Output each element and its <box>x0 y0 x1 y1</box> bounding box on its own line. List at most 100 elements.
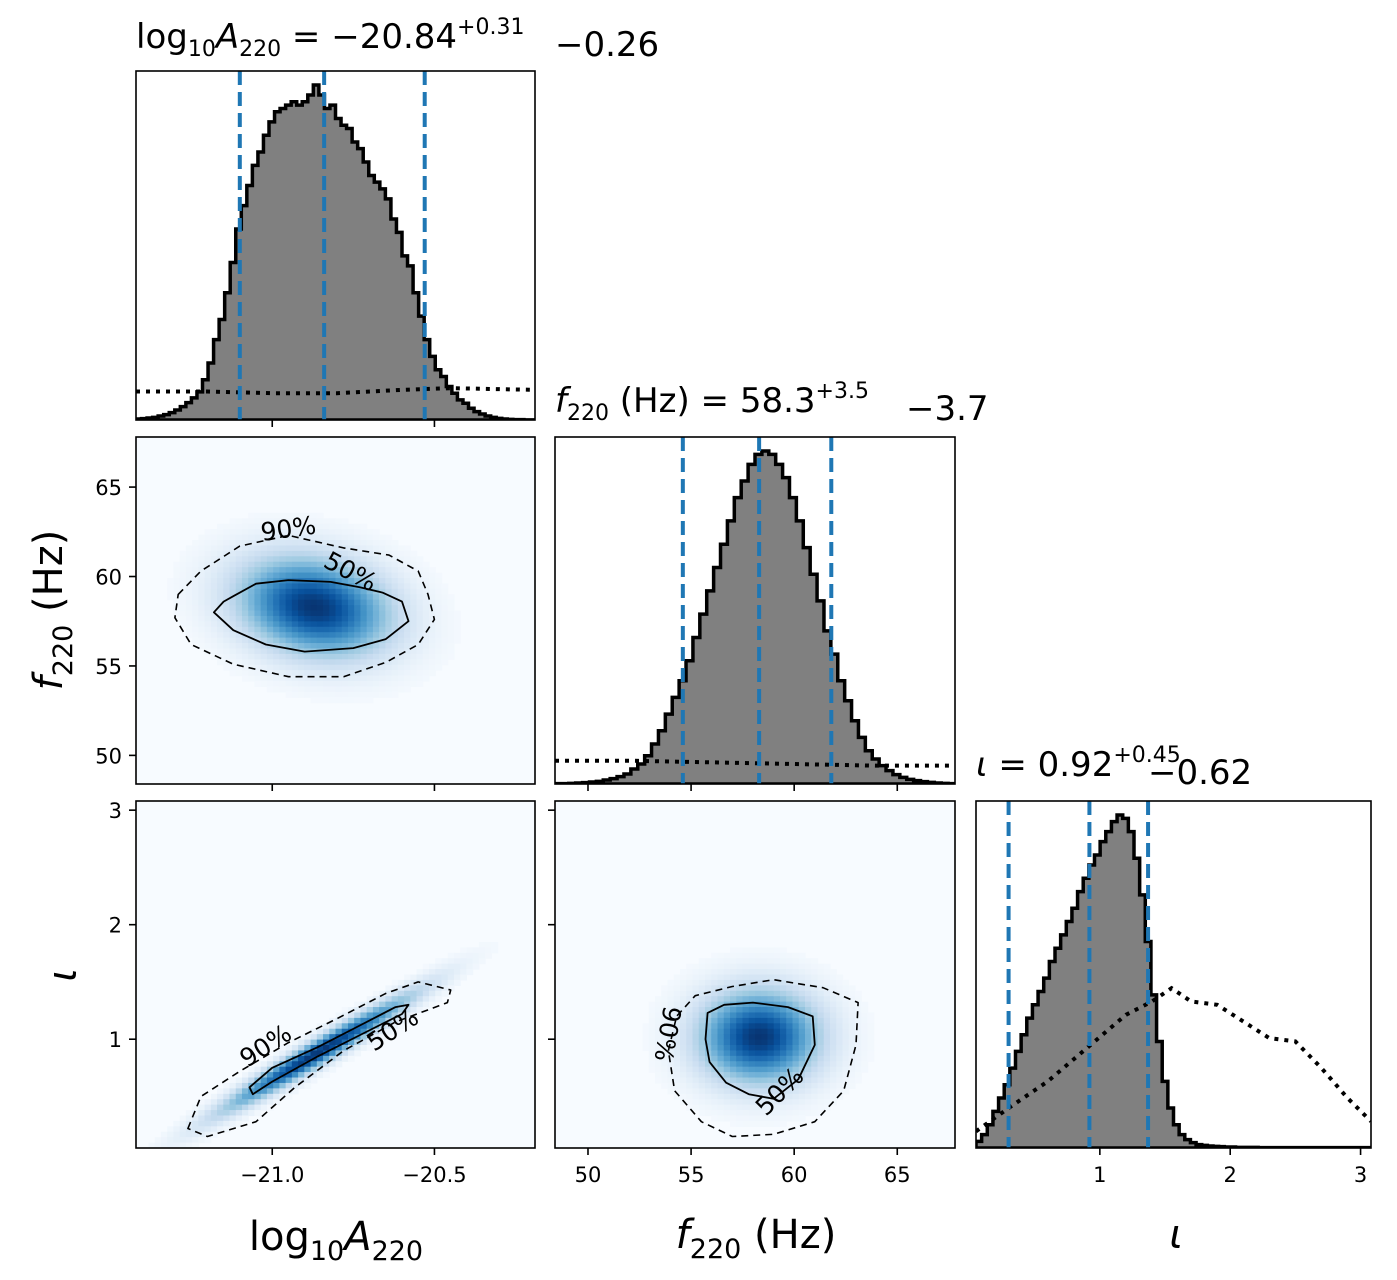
density-cell <box>260 1066 268 1073</box>
density-cell <box>279 626 287 633</box>
density-cell <box>422 572 430 579</box>
density-cell <box>160 1131 168 1138</box>
density-cell <box>453 963 461 970</box>
density-cell <box>761 958 769 965</box>
density-cell <box>441 637 449 644</box>
density-cell <box>298 594 305 601</box>
density-cell <box>730 1017 737 1024</box>
density-cell <box>855 1077 862 1084</box>
density-cell <box>680 1028 687 1035</box>
density-cell <box>366 680 374 688</box>
density-cell <box>742 1001 750 1008</box>
density-cell <box>861 1055 869 1062</box>
density-cell <box>192 615 199 622</box>
density-cell <box>229 518 237 525</box>
density-cell <box>792 985 800 992</box>
density-cell <box>379 686 386 693</box>
density-cell <box>429 990 436 997</box>
density-cell <box>223 1099 231 1106</box>
density-cell <box>323 1061 330 1068</box>
density-cell <box>761 1077 769 1084</box>
density-cell <box>842 1061 850 1068</box>
density-cell <box>655 1001 662 1008</box>
density-cell <box>460 974 468 981</box>
density-cell <box>780 974 787 981</box>
panel-frame-2-1 <box>554 800 956 1149</box>
density-cell <box>298 637 305 644</box>
density-cell <box>855 1034 862 1041</box>
density-cell <box>323 1055 330 1062</box>
density-cell <box>811 996 819 1003</box>
density-cell <box>416 969 424 976</box>
density-cell <box>298 1072 305 1079</box>
density-cell <box>241 615 249 622</box>
density-cell <box>805 1093 812 1100</box>
density-cell <box>792 1099 800 1106</box>
density-cell <box>648 1028 656 1035</box>
density-cell <box>217 1115 224 1122</box>
density-cell <box>698 979 706 986</box>
density-cell <box>698 1110 706 1117</box>
density-cell <box>341 556 349 563</box>
density-cell <box>736 990 744 997</box>
density-cell <box>273 670 280 677</box>
density-cell <box>229 1115 237 1122</box>
density-cell <box>379 996 386 1003</box>
density-cell <box>780 1001 787 1008</box>
density-cell <box>379 1028 386 1035</box>
density-cell <box>410 1001 418 1008</box>
density-cell <box>642 1028 650 1035</box>
density-cell <box>410 626 418 633</box>
density-cell <box>291 664 299 671</box>
density-cell <box>341 626 349 633</box>
density-cell <box>217 550 224 557</box>
density-cell <box>341 599 349 606</box>
density-cell <box>204 583 212 590</box>
density-cell <box>391 664 399 671</box>
density-cell <box>673 1001 681 1008</box>
density-cell <box>767 1120 775 1127</box>
density-cell <box>767 1110 775 1117</box>
density-cell <box>667 1082 675 1089</box>
density-cell <box>316 610 324 617</box>
density-cell <box>366 643 374 650</box>
density-cell <box>210 643 218 650</box>
density-cell <box>260 1088 268 1095</box>
density-cell <box>435 583 443 590</box>
density-cell <box>235 556 243 563</box>
density-cell <box>391 675 399 682</box>
density-cell <box>304 637 312 644</box>
density-cell <box>229 577 237 584</box>
density-cell <box>397 990 405 997</box>
density-cell <box>285 653 293 660</box>
density-cell <box>680 969 687 976</box>
density-cell <box>397 1007 405 1014</box>
density-cell <box>341 680 349 688</box>
density-cell <box>391 545 399 552</box>
density-cell <box>830 1023 837 1030</box>
density-cell <box>217 572 224 579</box>
density-cell <box>279 561 287 568</box>
density-cell <box>235 615 243 622</box>
density-cell <box>422 648 430 655</box>
density-cell <box>254 1061 262 1068</box>
density-cell <box>235 653 243 660</box>
density-cell <box>217 632 224 639</box>
density-cell <box>266 534 274 541</box>
density-cell <box>223 1120 231 1127</box>
density-cell <box>742 1039 750 1046</box>
density-cell <box>435 653 443 660</box>
density-cell <box>773 1088 781 1095</box>
density-cell <box>680 1072 687 1079</box>
density-cell <box>341 615 349 622</box>
density-cell <box>285 659 293 666</box>
density-cell <box>291 605 299 612</box>
density-cell <box>698 1093 706 1100</box>
density-cell <box>416 990 424 997</box>
density-cell <box>360 632 368 639</box>
density-cell <box>347 680 355 688</box>
density-cell <box>792 1110 800 1117</box>
density-cell <box>241 534 249 541</box>
density-cell <box>223 1115 231 1122</box>
density-cell <box>453 621 461 628</box>
